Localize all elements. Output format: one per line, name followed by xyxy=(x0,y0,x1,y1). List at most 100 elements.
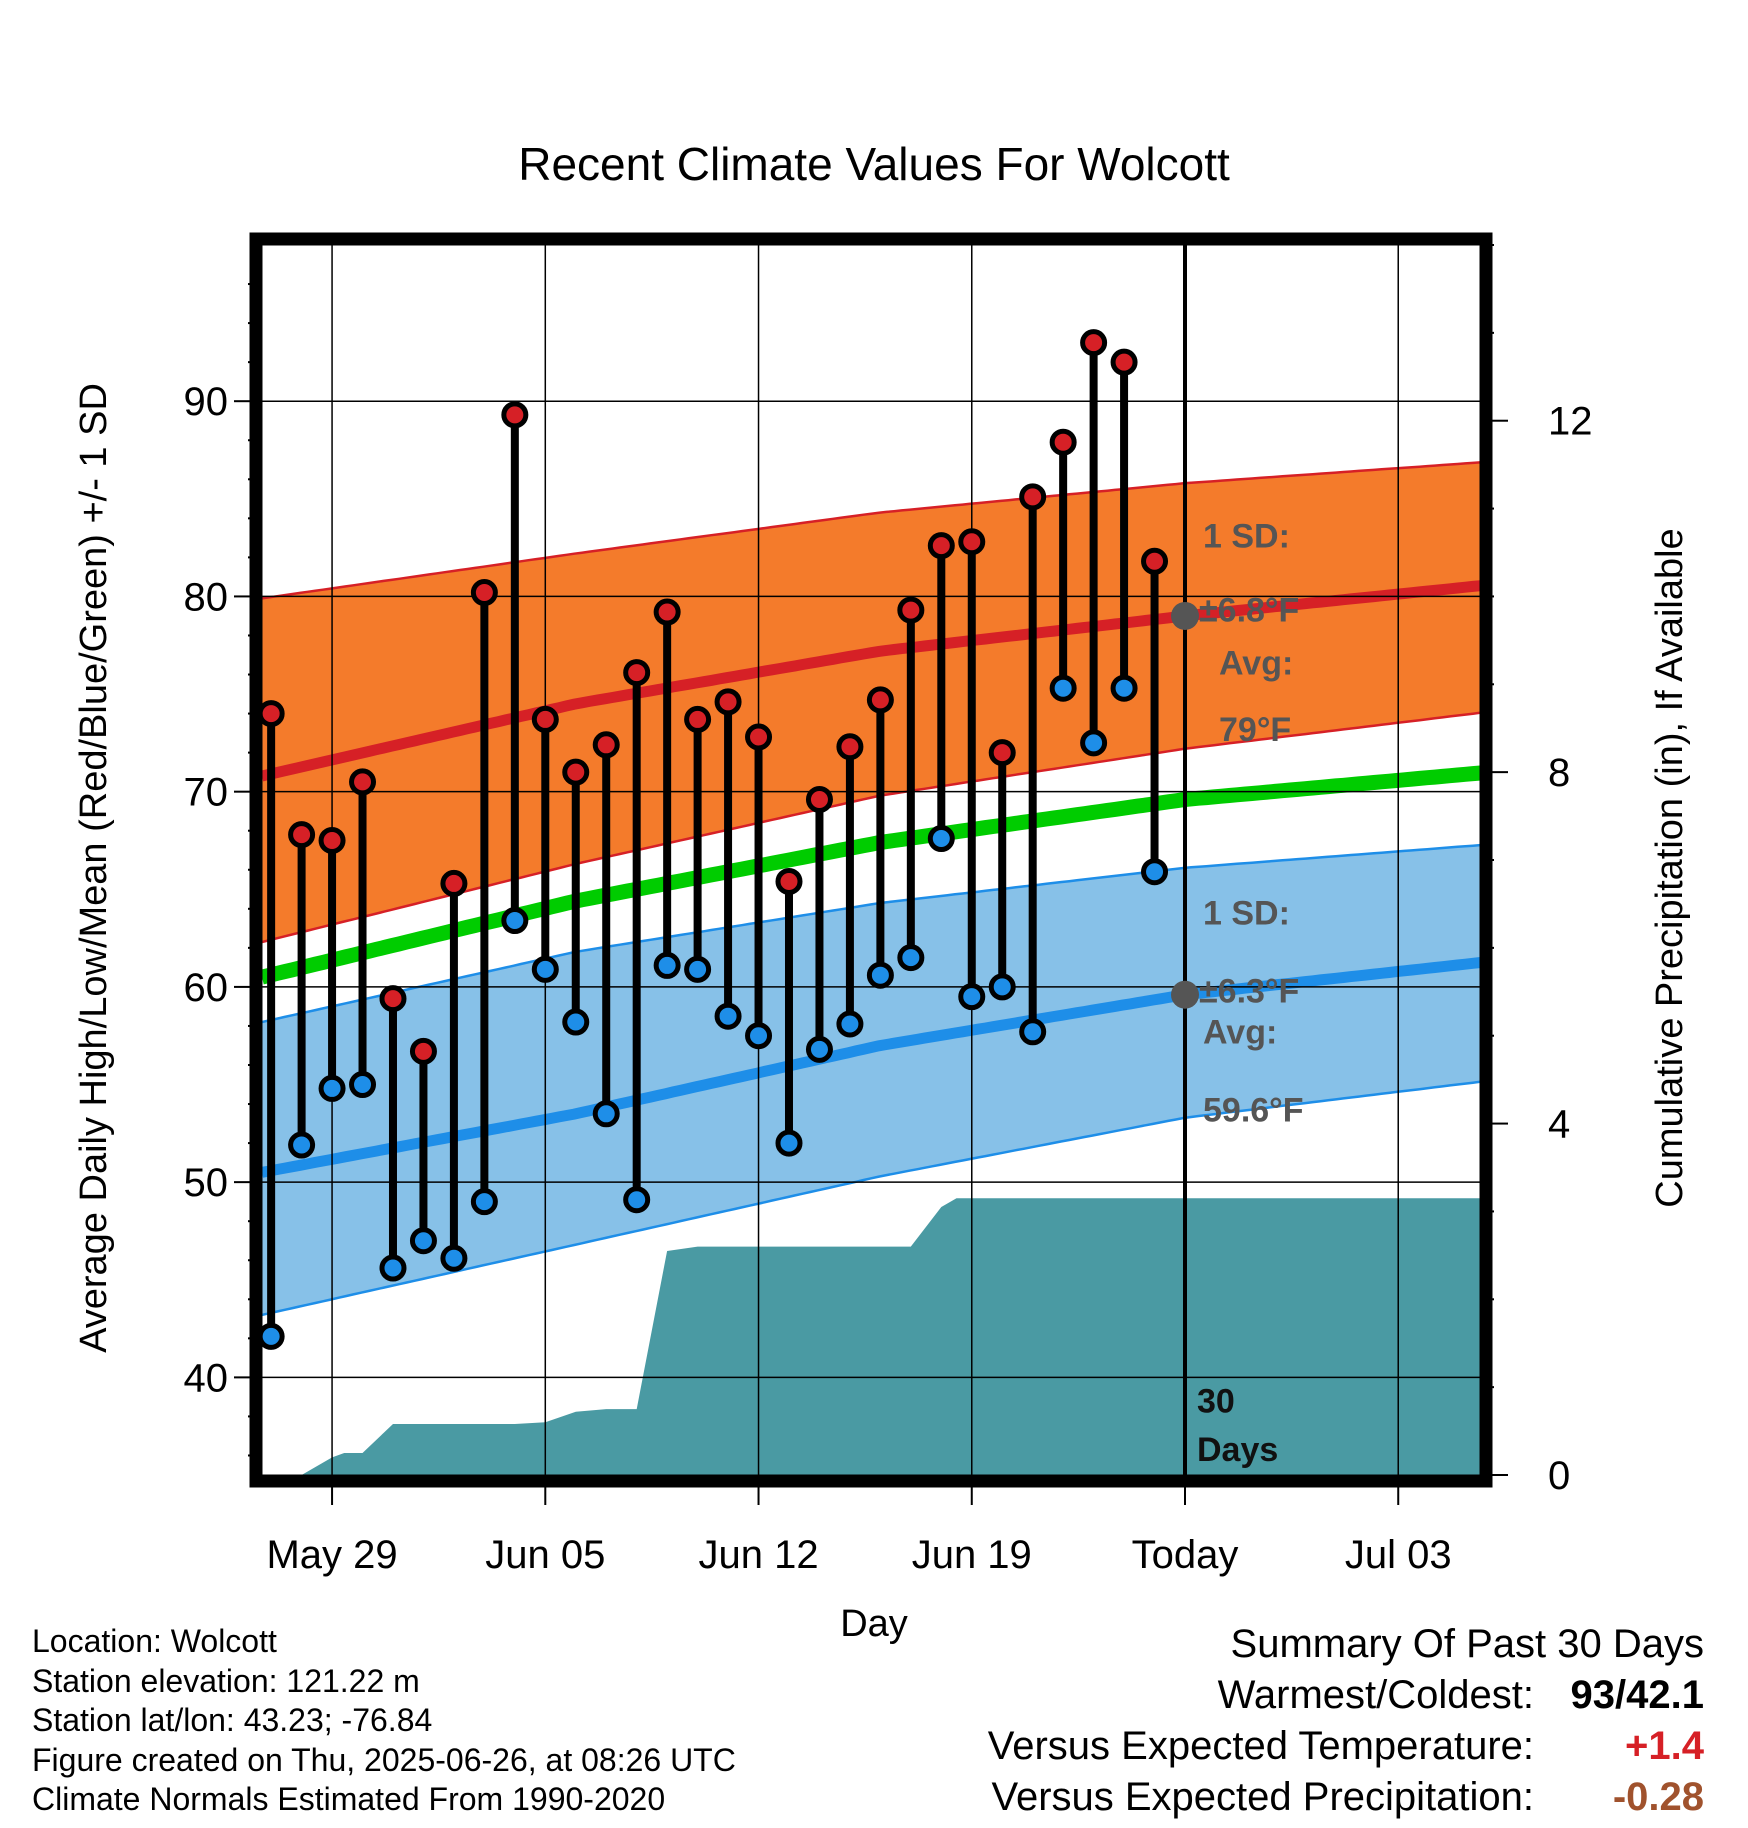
daily-high-point xyxy=(1141,547,1169,575)
daily-low-point xyxy=(1110,674,1138,702)
low-sd-band xyxy=(262,845,1480,1315)
daily-low-point xyxy=(714,1002,742,1030)
x-tick-label: Jul 03 xyxy=(1345,1533,1452,1577)
daily-low-point xyxy=(866,961,894,989)
daily-low-point xyxy=(653,951,681,979)
high-sd-upper-line xyxy=(262,461,1480,600)
y-tick-label-right: 4 xyxy=(1548,1103,1570,1147)
y-tick-label-left: 60 xyxy=(184,966,229,1010)
daily-high-point xyxy=(318,826,346,854)
daily-low-point xyxy=(592,1100,620,1128)
warmest-coldest-value: 93/42.1 xyxy=(1570,1673,1704,1717)
x-axis-label: Day xyxy=(840,1603,908,1645)
chart-title: Recent Climate Values For Wolcott xyxy=(518,138,1230,190)
daily-low-point xyxy=(1141,858,1169,886)
precip-area xyxy=(262,1198,1480,1475)
daily-high-point xyxy=(531,705,559,733)
daily-low-point xyxy=(501,907,529,935)
high-sd-value: ±6.8°F xyxy=(1199,592,1299,630)
period-number: 30 xyxy=(1197,1383,1235,1421)
daily-high-point xyxy=(623,659,651,687)
low-avg-label: Avg: xyxy=(1203,1014,1277,1052)
daily-high-point xyxy=(684,705,712,733)
x-tick-label: Today xyxy=(1132,1533,1239,1577)
daily-low-point xyxy=(684,955,712,983)
avg-low-line xyxy=(262,957,1480,1178)
location-text: Location: Wolcott xyxy=(32,1623,277,1659)
temp-vs-expected-label: Versus Expected Temperature: xyxy=(987,1724,1534,1768)
daily-high-point xyxy=(927,532,955,560)
daily-low-point xyxy=(1080,729,1108,757)
daily-low-point xyxy=(1049,674,1077,702)
precip-vs-expected-value: -0.28 xyxy=(1612,1775,1704,1819)
y-tick-label-left: 50 xyxy=(184,1161,229,1205)
today-avg-high-marker xyxy=(1171,601,1199,630)
daily-low-point xyxy=(470,1188,498,1216)
daily-high-point xyxy=(988,739,1016,767)
daily-low-point xyxy=(927,825,955,853)
plot-area: 1 SD: ±6.8°F Avg: 79°F 1 SD: ±6.3°F Avg: 59.6°F… xyxy=(184,232,1593,1577)
daily-high-point xyxy=(1080,329,1108,357)
daily-high-point xyxy=(958,528,986,556)
station-info: Location: Wolcott Station elevation: 121… xyxy=(32,1622,736,1820)
daily-low-point xyxy=(1019,1018,1047,1046)
y-tick-label-right: 8 xyxy=(1548,751,1570,795)
daily-high-point xyxy=(1019,483,1047,511)
warmest-coldest-label: Warmest/Coldest: xyxy=(1217,1673,1534,1717)
daily-low-point xyxy=(775,1129,803,1157)
daily-high-point xyxy=(592,731,620,759)
x-tick-label: Jun 12 xyxy=(698,1533,818,1577)
daily-low-point xyxy=(958,983,986,1011)
daily-high-point xyxy=(745,723,773,751)
daily-high-point xyxy=(349,768,377,796)
daily-high-point xyxy=(1110,348,1138,376)
daily-high-point xyxy=(562,758,590,786)
low-sd-label: 1 SD: xyxy=(1203,894,1290,932)
daily-high-point xyxy=(262,700,285,728)
daily-high-point xyxy=(775,867,803,895)
y-tick-label-right: 12 xyxy=(1548,400,1593,444)
low-sd-lower-line xyxy=(262,1080,1480,1317)
daily-high-point xyxy=(714,688,742,716)
daily-low-point xyxy=(262,1322,285,1350)
y-tick-label-left: 80 xyxy=(184,575,229,619)
normals-text: Climate Normals Estimated From 1990-2020 xyxy=(32,1781,666,1817)
high-avg-value: 79°F xyxy=(1219,711,1291,749)
plot-content: 1 SD: ±6.8°F Avg: 79°F 1 SD: ±6.3°F Avg: 59.6°F… xyxy=(262,245,1480,1475)
today-avg-low-marker xyxy=(1171,980,1199,1009)
daily-low-point xyxy=(288,1131,316,1159)
daily-low-point xyxy=(836,1010,864,1038)
daily-low-point xyxy=(988,973,1016,1001)
daily-low-point xyxy=(531,955,559,983)
daily-high-point xyxy=(897,596,925,624)
summary-title: Summary Of Past 30 Days xyxy=(1230,1622,1704,1666)
plot-frame xyxy=(249,232,1493,1488)
daily-low-point xyxy=(440,1244,468,1272)
avg-high-line xyxy=(262,580,1480,782)
daily-high-point xyxy=(288,821,316,849)
created-text: Figure created on Thu, 2025-06-26, at 08… xyxy=(32,1741,736,1778)
daily-high-point xyxy=(653,598,681,626)
daily-high-point xyxy=(501,401,529,429)
daily-low-point xyxy=(562,1008,590,1036)
low-avg-value: 59.6°F xyxy=(1203,1092,1304,1130)
y-tick-label-left: 70 xyxy=(184,771,229,815)
daily-low-point xyxy=(623,1186,651,1214)
x-tick-label: Jun 19 xyxy=(912,1533,1032,1577)
high-sd-label: 1 SD: xyxy=(1203,518,1290,556)
high-avg-label: Avg: xyxy=(1219,645,1293,683)
precip-vs-expected-label: Versus Expected Precipitation: xyxy=(991,1775,1534,1819)
daily-low-point xyxy=(745,1022,773,1050)
y-axis-label-right: Cumulative Precipitation (in), If Availa… xyxy=(1649,528,1691,1207)
daily-low-point xyxy=(409,1227,437,1255)
period-unit: Days xyxy=(1197,1431,1278,1469)
daily-low-point xyxy=(379,1254,407,1282)
y-tick-label-left: 90 xyxy=(184,380,229,424)
daily-high-point xyxy=(440,869,468,897)
avg-mean-line xyxy=(262,765,1480,985)
daily-low-point xyxy=(805,1035,833,1063)
daily-low-point xyxy=(318,1074,346,1102)
low-sd-value: ±6.3°F xyxy=(1199,972,1299,1010)
daily-low-point xyxy=(897,944,925,972)
